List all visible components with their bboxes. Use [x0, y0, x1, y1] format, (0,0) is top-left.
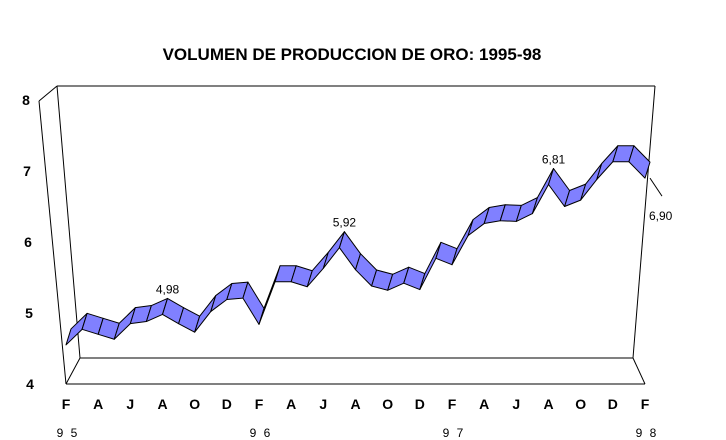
- year-label: 9 8: [636, 426, 659, 440]
- x-tick-label: J: [319, 396, 327, 412]
- back-wall-left: [56, 85, 81, 359]
- x-tick-label: F: [641, 396, 650, 412]
- data-label: 6,90: [649, 209, 673, 223]
- ribbon-segment: [306, 251, 329, 288]
- x-tick-label: F: [255, 396, 264, 412]
- y-axis-line: [38, 100, 67, 385]
- back-wall-right: [632, 85, 656, 359]
- floor-right-edge: [632, 357, 646, 385]
- ribbon-segment: [580, 163, 603, 201]
- x-tick-label: J: [126, 396, 134, 412]
- chart-title: VOLUMEN DE PRODUCCION DE ORO: 1995-98: [163, 45, 542, 64]
- data-label: 6,81: [542, 152, 566, 166]
- year-label: 9 7: [443, 426, 466, 440]
- x-tick-label: F: [448, 396, 457, 412]
- x-tick-label: F: [62, 396, 71, 412]
- x-tick-label: D: [608, 396, 618, 412]
- x-tick-label: O: [382, 396, 393, 412]
- data-label-leader: [649, 177, 663, 197]
- ribbon-segment: [596, 145, 619, 181]
- x-tick-label: A: [157, 396, 167, 412]
- y-tick-label: 8: [22, 92, 30, 108]
- floor-left-edge: [65, 357, 81, 385]
- y-tick-label: 6: [24, 234, 32, 250]
- ribbon-segment: [628, 145, 651, 179]
- year-label: 9 6: [250, 426, 273, 440]
- chart-frame: [38, 85, 656, 385]
- y-axis-top-edge: [38, 85, 58, 102]
- ribbon-segment: [419, 241, 442, 291]
- ribbon-segment: [531, 167, 554, 215]
- x-tick-label: A: [286, 396, 296, 412]
- ribbon-segment: [451, 219, 474, 266]
- data-label: 4,98: [156, 282, 180, 296]
- ribbon-segment: [194, 295, 217, 333]
- x-tick-label: D: [415, 396, 425, 412]
- x-tick-label: D: [222, 396, 232, 412]
- x-tick-label: A: [479, 396, 489, 412]
- x-tick-label: O: [189, 396, 200, 412]
- y-tick-label: 7: [23, 163, 31, 179]
- y-tick-label: 5: [25, 305, 33, 321]
- x-tick-label: A: [543, 396, 553, 412]
- x-tick-label: A: [93, 396, 103, 412]
- x-tick-label: O: [575, 396, 586, 412]
- x-tick-label: A: [350, 396, 360, 412]
- x-tick-label: J: [512, 396, 520, 412]
- year-label: 9 5: [57, 426, 80, 440]
- y-tick-label: 4: [26, 376, 34, 392]
- data-label: 5,92: [333, 216, 357, 230]
